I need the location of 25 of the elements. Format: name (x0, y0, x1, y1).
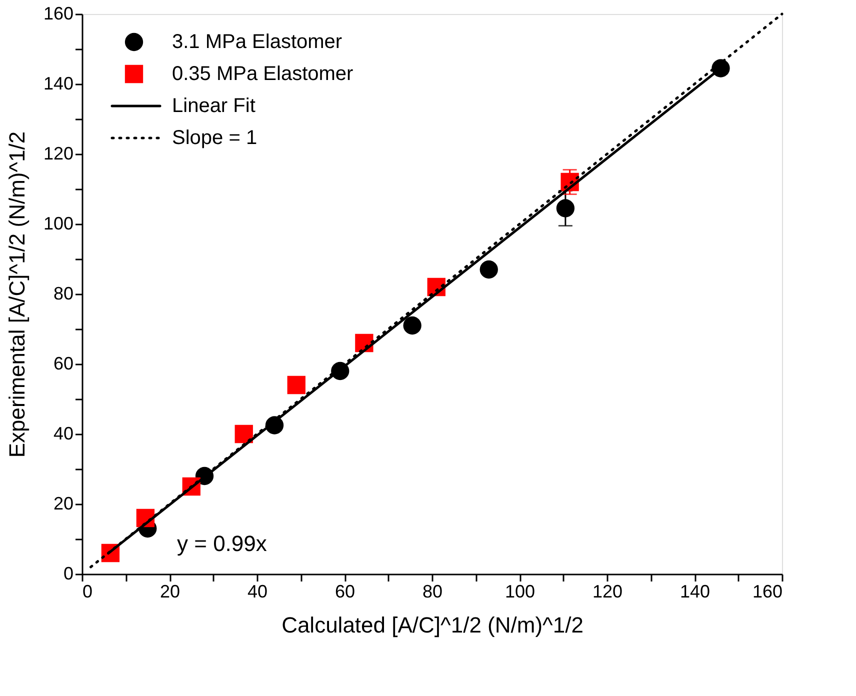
y-tick-label: 100 (43, 214, 74, 234)
y-tick-label: 140 (43, 74, 74, 94)
x-tick-label: 80 (422, 582, 443, 602)
x-tick-label: 40 (247, 582, 268, 602)
x-tick-label: 100 (504, 582, 536, 602)
y-tick-label: 80 (53, 284, 74, 304)
x-tick-label: 140 (680, 582, 710, 602)
legend-label: Slope = 1 (172, 127, 258, 149)
y-tick-label: 20 (53, 494, 74, 514)
x-tick-label: 20 (160, 582, 180, 602)
x-axis-title: Calculated [A/C]^1/2 (N/m)^1/2 (282, 612, 584, 638)
y-tick-label: 0 (63, 564, 74, 584)
x-tick-label: 60 (334, 582, 356, 602)
x-tick-label: 120 (592, 582, 623, 602)
y-tick-label: 40 (53, 424, 74, 444)
annotation: y = 0.99x (177, 531, 267, 556)
x-tick-label: 0 (82, 582, 93, 602)
y-axis-title: Experimental [A/C]^1/2 (N/m)^1/2 (4, 131, 30, 458)
y-tick-label: 160 (43, 4, 74, 24)
y-tick-label: 60 (53, 354, 74, 374)
y-tick-label: 120 (43, 144, 74, 164)
legend-label: 0.35 MPa Elastomer (172, 63, 354, 85)
legend-label: Linear Fit (172, 95, 256, 117)
legend-label: 3.1 MPa Elastomer (172, 31, 342, 53)
x-tick-label: 160 (752, 582, 782, 602)
